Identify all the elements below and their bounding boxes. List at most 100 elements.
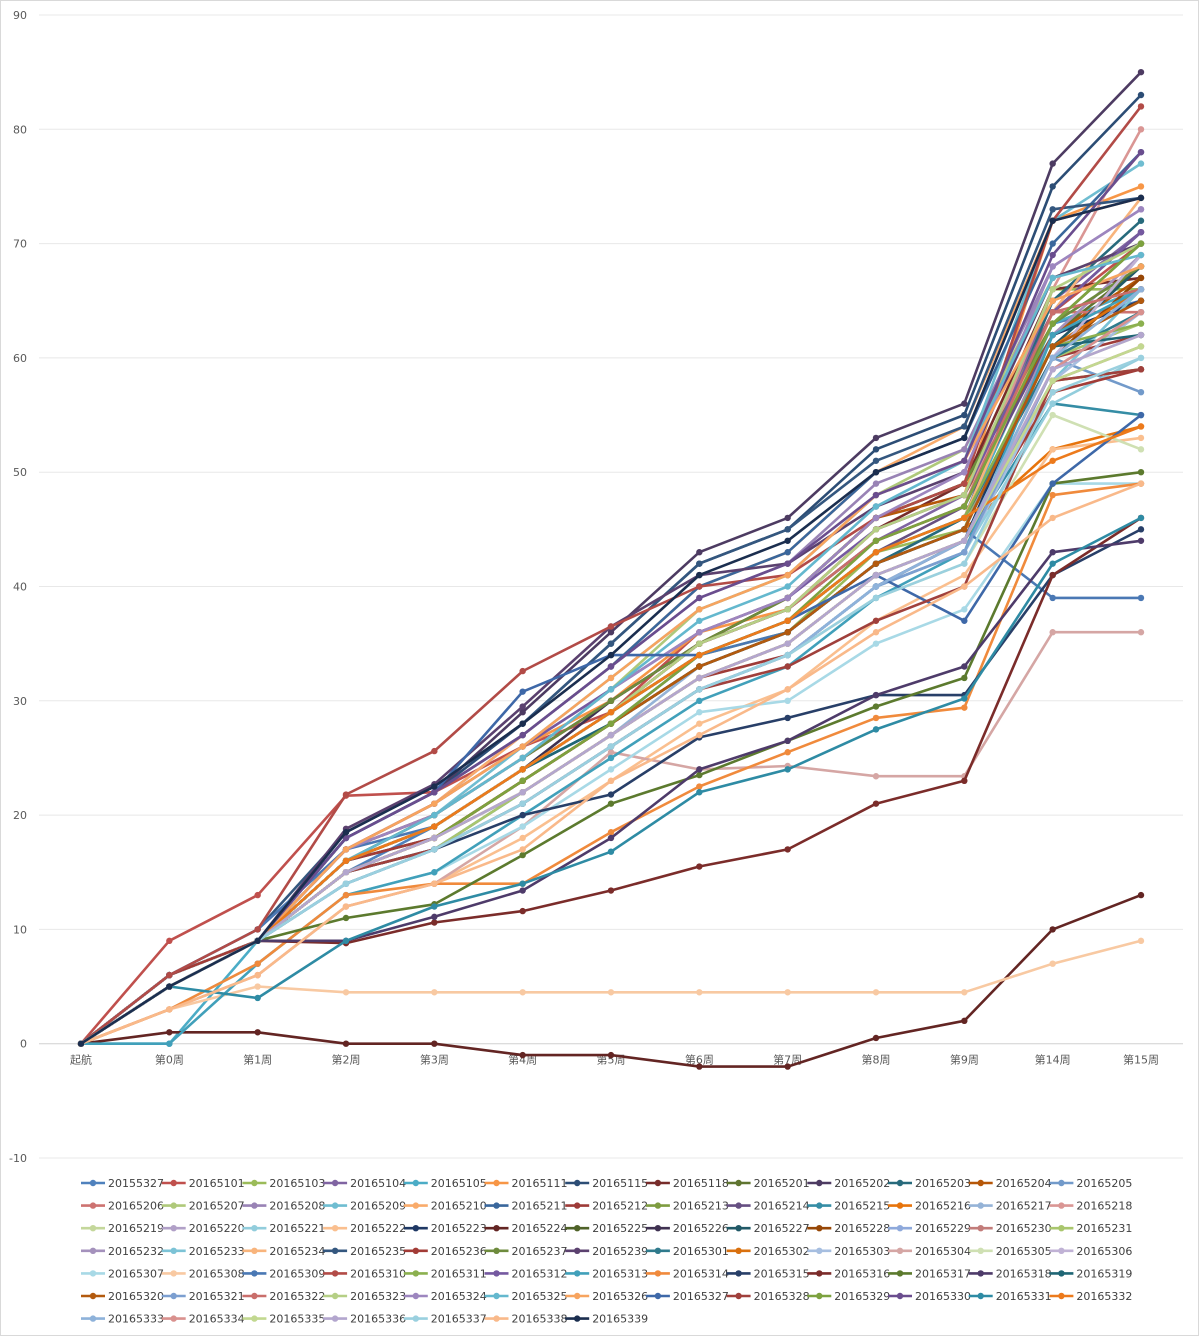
data-point — [961, 480, 968, 487]
legend-item: 20165305 — [968, 1245, 1052, 1258]
data-point — [784, 737, 791, 745]
legend-item: 20165233 — [161, 1245, 245, 1258]
legend-swatch-marker — [89, 1225, 97, 1232]
data-point — [1049, 366, 1056, 373]
legend-label: 20165305 — [996, 1245, 1052, 1258]
data-point — [607, 834, 615, 842]
legend-label: 20165323 — [350, 1290, 406, 1303]
legend-label: 20165201 — [754, 1177, 810, 1190]
data-point — [696, 674, 703, 682]
legend-label: 20165216 — [915, 1200, 971, 1213]
data-point — [696, 583, 703, 590]
legend-item: 20165227 — [726, 1222, 810, 1235]
legend-label: 20165317 — [915, 1267, 971, 1280]
data-point — [872, 503, 880, 510]
legend-item: 20165218 — [1049, 1200, 1132, 1213]
legend-label: 20165225 — [592, 1222, 648, 1235]
data-point — [431, 869, 438, 876]
data-point — [961, 606, 968, 613]
legend-item: 20165220 — [161, 1222, 245, 1235]
data-point — [1137, 354, 1145, 362]
legend-swatch-marker — [170, 1225, 177, 1232]
data-point — [342, 846, 350, 853]
legend-swatch-marker — [331, 1270, 339, 1277]
y-tick-label: 20 — [13, 809, 27, 822]
legend-item: 20165103 — [242, 1177, 325, 1190]
legend-swatch-marker — [89, 1315, 97, 1322]
legend-label: 20165334 — [189, 1313, 245, 1326]
legend-label: 20165339 — [592, 1313, 648, 1326]
legend-item: 20165231 — [1049, 1222, 1132, 1235]
data-point — [1049, 251, 1056, 259]
legend-label: 20165314 — [673, 1267, 729, 1280]
data-point — [519, 880, 526, 887]
legend-item: 20165232 — [81, 1245, 164, 1258]
data-point — [872, 537, 880, 544]
legend-swatch-marker — [654, 1292, 662, 1300]
legend-swatch-marker — [896, 1179, 904, 1187]
data-point — [696, 549, 703, 556]
legend-swatch-marker — [170, 1270, 177, 1277]
legend-item: 20165337 — [403, 1313, 487, 1326]
legend-item: 20165207 — [161, 1200, 245, 1213]
legend-item: 20165310 — [323, 1267, 406, 1280]
legend-label: 20165204 — [996, 1177, 1052, 1190]
legend-swatch-marker — [896, 1202, 904, 1209]
data-point — [607, 848, 615, 855]
legend-swatch-marker — [493, 1315, 500, 1322]
data-point — [961, 560, 968, 567]
legend-item: 20165210 — [403, 1200, 487, 1213]
y-tick-label: 60 — [13, 352, 27, 365]
data-point — [519, 743, 526, 750]
legend-swatch-marker — [412, 1225, 419, 1232]
data-point — [342, 880, 350, 887]
legend-label: 20165219 — [108, 1222, 164, 1235]
data-point — [872, 773, 880, 780]
x-tick-label: 第6周 — [685, 1053, 714, 1067]
data-point — [961, 571, 968, 579]
data-point — [961, 583, 968, 590]
data-point — [1137, 274, 1145, 282]
legend-item: 20165307 — [81, 1267, 164, 1280]
data-point — [607, 829, 615, 836]
legend-item: 20165333 — [81, 1313, 164, 1326]
legend-label: 20165206 — [108, 1200, 164, 1213]
legend-swatch-marker — [735, 1202, 742, 1209]
legend-item: 20165323 — [323, 1290, 406, 1303]
series-line — [80, 197, 1143, 1045]
data-point — [961, 526, 968, 533]
data-point — [607, 663, 615, 670]
y-tick-label: 80 — [13, 123, 27, 136]
legend-swatch-marker — [1058, 1270, 1065, 1277]
legend-item: 20165105 — [403, 1177, 487, 1190]
series-20165308 — [77, 937, 1145, 1047]
legend-label: 20165308 — [189, 1267, 245, 1280]
data-point — [1137, 537, 1145, 544]
legend-item: 20165327 — [645, 1290, 729, 1303]
legend-swatch-marker — [574, 1247, 581, 1255]
data-point — [696, 1063, 703, 1070]
legend-swatch-marker — [251, 1225, 258, 1232]
data-point — [431, 989, 438, 996]
legend-item: 20165118 — [645, 1177, 729, 1190]
legend-label: 20165229 — [915, 1222, 971, 1235]
data-point — [784, 560, 791, 567]
legend-item: 20165225 — [565, 1222, 648, 1235]
legend-item: 20165338 — [484, 1313, 568, 1326]
data-point — [696, 989, 703, 996]
legend-swatch-marker — [1058, 1225, 1065, 1232]
legend-label: 20165304 — [915, 1245, 971, 1258]
series-20165220 — [77, 251, 1145, 1047]
data-point — [519, 887, 526, 894]
data-point — [696, 709, 703, 716]
legend-swatch-marker — [574, 1292, 581, 1300]
legend-swatch-marker — [735, 1292, 742, 1300]
series-line — [80, 196, 1142, 1045]
data-point — [431, 880, 438, 887]
legend-label: 20165205 — [1076, 1177, 1132, 1190]
data-point — [519, 688, 526, 695]
data-point — [1137, 937, 1145, 945]
data-point — [1049, 571, 1056, 579]
data-point — [696, 720, 703, 727]
legend-label: 20165306 — [1076, 1245, 1132, 1258]
